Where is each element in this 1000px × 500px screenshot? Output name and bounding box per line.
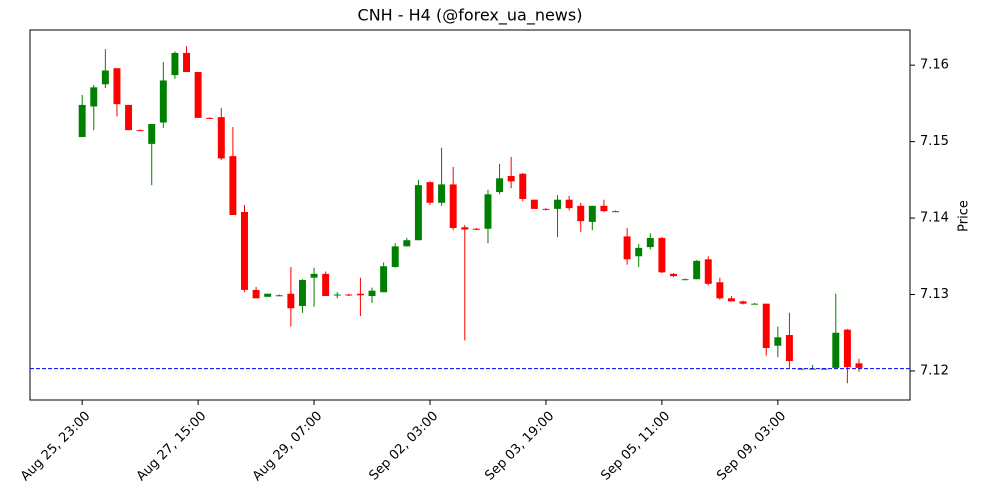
candle-body	[484, 194, 492, 229]
candle-body	[275, 295, 283, 297]
candle-body	[310, 273, 318, 278]
candle-body	[206, 117, 214, 119]
plot-frame	[29, 29, 911, 401]
candle-body	[693, 260, 701, 280]
candle-body	[391, 246, 399, 267]
candle-body	[716, 282, 724, 299]
candle-body	[438, 184, 446, 203]
x-tick-label: Aug 29, 07:00	[250, 409, 326, 485]
candle-body	[368, 290, 376, 297]
candle-body	[183, 52, 190, 73]
candle-body	[646, 237, 654, 248]
candle-body	[774, 337, 782, 346]
candle-body	[855, 363, 863, 368]
x-tick-label: Aug 27, 15:00	[134, 409, 210, 485]
candle-body	[171, 52, 179, 76]
x-tick-label: Sep 03, 19:00	[482, 409, 557, 484]
candle-body	[241, 211, 248, 290]
candle-body	[345, 294, 353, 296]
candle-body	[426, 182, 434, 203]
x-tick-label: Sep 02, 03:00	[366, 409, 441, 484]
candle-body	[159, 80, 167, 123]
candle-body	[194, 72, 202, 118]
candle-body	[658, 237, 666, 273]
y-tick-label: 7.12	[920, 363, 949, 378]
candle-body	[472, 228, 480, 230]
candle-body	[229, 156, 237, 215]
x-tick-label: Aug 25, 23:00	[18, 409, 94, 485]
chart-title: CNH - H4 (@forex_ua_news)	[358, 6, 583, 26]
y-tick-label: 7.13	[920, 287, 949, 302]
candle-body	[623, 236, 631, 260]
candle-body	[727, 298, 735, 302]
candle-body	[298, 279, 306, 306]
candle-body	[403, 240, 411, 247]
candle-body	[612, 211, 619, 213]
candle-body	[78, 104, 86, 138]
candle-body	[739, 301, 747, 304]
candle-body	[136, 130, 144, 132]
candle-body	[681, 279, 689, 281]
candle-body	[414, 185, 422, 241]
candle-body	[600, 205, 608, 212]
y-tick-label: 7.15	[920, 134, 949, 149]
candle-body	[670, 273, 677, 277]
candle-body	[264, 293, 272, 297]
candle-body	[704, 259, 712, 284]
candle-body	[832, 332, 840, 368]
candle-body	[496, 178, 504, 193]
candle-body	[449, 184, 457, 228]
candle-body	[785, 335, 793, 362]
candle-body	[101, 70, 109, 85]
x-tick-label: Sep 05, 11:00	[598, 409, 673, 484]
candle-body	[461, 227, 469, 230]
y-tick-label: 7.16	[920, 58, 949, 73]
candle-body	[843, 329, 851, 368]
candle-body	[252, 289, 260, 299]
y-axis-label: Price	[957, 200, 972, 232]
candle-body	[762, 303, 770, 349]
candle-body	[148, 124, 156, 144]
candle-body	[751, 303, 759, 305]
candle-body	[588, 205, 596, 222]
candle-body	[287, 293, 295, 309]
candle-body	[554, 199, 562, 209]
candle-body	[635, 247, 643, 257]
candle-body	[217, 117, 225, 159]
candle-body	[507, 176, 515, 182]
candle-body	[530, 199, 538, 209]
x-tick-label: Sep 09, 03:00	[714, 409, 789, 484]
candle-body	[333, 294, 341, 296]
candle-body	[356, 293, 364, 296]
candle-body	[322, 273, 330, 297]
candle-body	[519, 173, 527, 199]
candle-body	[380, 266, 388, 293]
candle-body	[565, 199, 573, 209]
y-tick-label: 7.14	[920, 211, 949, 226]
candle-body	[90, 87, 98, 107]
candle-body	[113, 68, 121, 105]
candle-body	[577, 205, 585, 222]
candle-body	[125, 104, 133, 131]
candle-body	[542, 208, 550, 210]
